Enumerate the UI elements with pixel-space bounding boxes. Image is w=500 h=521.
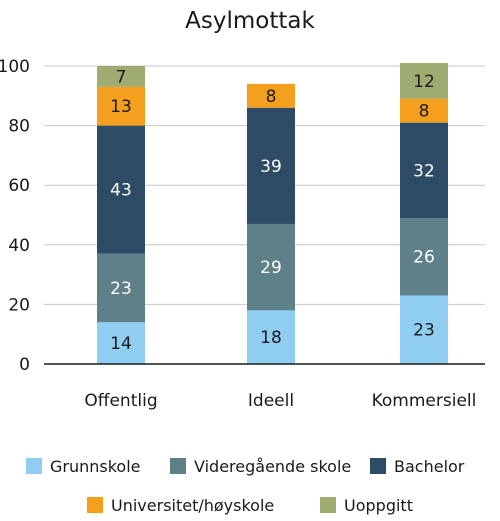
y-tick-label: 100 bbox=[0, 57, 30, 77]
legend-swatch bbox=[26, 458, 42, 474]
bar-segment bbox=[97, 66, 145, 87]
x-category-label: Kommersiell bbox=[372, 391, 477, 411]
data-label: 8 bbox=[266, 87, 277, 107]
y-tick-label: 40 bbox=[8, 236, 30, 256]
legend-label: Grunnskole bbox=[50, 457, 141, 476]
bar-stack-offentlig: 14 23 43 13 7 bbox=[97, 66, 145, 364]
bar-segment bbox=[97, 253, 145, 323]
bar-segment bbox=[97, 125, 145, 254]
legend-item: Grunnskole bbox=[26, 457, 141, 476]
data-label: 7 bbox=[116, 67, 127, 87]
legend-swatch bbox=[87, 497, 103, 513]
bar-segment bbox=[247, 223, 295, 311]
data-label: 32 bbox=[413, 161, 435, 181]
bar-segment bbox=[400, 63, 448, 99]
bar-segment bbox=[400, 122, 448, 218]
data-label: 13 bbox=[110, 97, 132, 117]
chart-title: Asylmottak bbox=[185, 8, 315, 34]
y-tick-label: 20 bbox=[8, 295, 30, 315]
bar-segment bbox=[97, 86, 145, 126]
legend-swatch bbox=[170, 458, 186, 474]
x-axis-categories: Offentlig Ideell Kommersiell bbox=[84, 391, 476, 411]
legend-item: Universitet/høyskole bbox=[87, 496, 274, 515]
y-tick-label: 0 bbox=[19, 355, 30, 375]
bar-stack-ideell: 18 29 39 8 bbox=[247, 83, 295, 364]
data-label: 23 bbox=[110, 279, 132, 299]
bars: 14 23 43 13 7 18 29 39 8 23 26 32 8 12 bbox=[97, 63, 448, 364]
x-category-label: Offentlig bbox=[84, 391, 157, 411]
legend-label: Videregående skole bbox=[194, 457, 351, 476]
bar-segment bbox=[247, 83, 295, 108]
bar-segment bbox=[247, 310, 295, 364]
legend: Grunnskole Videregående skole Bachelor Univ… bbox=[26, 457, 465, 515]
data-label: 14 bbox=[110, 334, 132, 354]
legend-swatch bbox=[370, 458, 386, 474]
legend-item: Bachelor bbox=[370, 457, 465, 476]
bar-segment bbox=[400, 217, 448, 296]
bar-segment bbox=[97, 322, 145, 364]
data-label: 39 bbox=[260, 157, 282, 177]
data-label: 23 bbox=[413, 321, 435, 341]
data-label: 8 bbox=[419, 102, 430, 122]
legend-item: Uoppgitt bbox=[320, 496, 413, 515]
y-tick-label: 60 bbox=[8, 176, 30, 196]
x-category-label: Ideell bbox=[248, 391, 294, 411]
legend-item: Videregående skole bbox=[170, 457, 351, 476]
legend-label: Bachelor bbox=[394, 457, 465, 476]
y-axis-ticks: 0 20 40 60 80 100 bbox=[0, 57, 30, 375]
bar-segment bbox=[247, 107, 295, 224]
bar-stack-kommersiell: 23 26 32 8 12 bbox=[400, 63, 448, 364]
legend-label: Universitet/høyskole bbox=[111, 496, 274, 515]
data-label: 18 bbox=[260, 328, 282, 348]
bar-segment bbox=[400, 98, 448, 123]
data-label: 12 bbox=[413, 72, 435, 92]
data-label: 29 bbox=[260, 258, 282, 278]
y-tick-label: 80 bbox=[8, 117, 30, 137]
legend-swatch bbox=[320, 497, 336, 513]
bar-segment bbox=[400, 295, 448, 364]
legend-label: Uoppgitt bbox=[344, 496, 413, 515]
data-label: 43 bbox=[110, 181, 132, 201]
data-label: 26 bbox=[413, 248, 435, 268]
